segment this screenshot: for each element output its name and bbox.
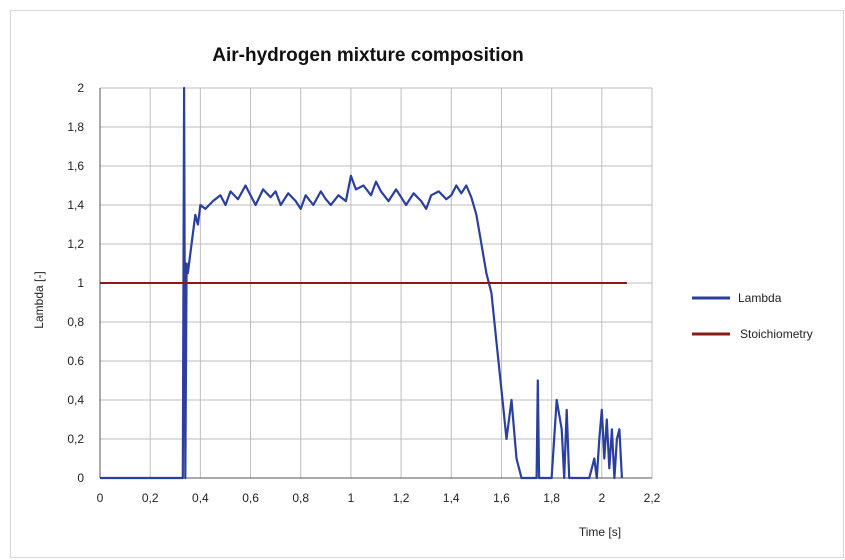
y-tick-label: 1,4 bbox=[67, 198, 84, 212]
x-tick-label: 1,8 bbox=[543, 491, 560, 505]
series-line-lambda bbox=[100, 86, 623, 480]
x-tick-label: 1,6 bbox=[493, 491, 510, 505]
x-tick-label: 0,6 bbox=[242, 491, 259, 505]
x-tick-label: 1,2 bbox=[393, 491, 410, 505]
y-tick-label: 2 bbox=[77, 81, 84, 95]
legend-label-lambda: Lambda bbox=[738, 291, 782, 305]
y-tick-label: 1,6 bbox=[67, 159, 84, 173]
y-tick-label: 0 bbox=[77, 471, 84, 485]
x-tick-label: 0,2 bbox=[142, 491, 159, 505]
y-tick-label: 0,4 bbox=[67, 393, 84, 407]
x-tick-label: 0,8 bbox=[292, 491, 309, 505]
y-tick-label: 0,2 bbox=[67, 432, 84, 446]
x-tick-label: 2,2 bbox=[644, 491, 661, 505]
x-tick-label: 0,4 bbox=[192, 491, 209, 505]
chart-title: Air-hydrogen mixture composition bbox=[212, 45, 523, 66]
axis-layer: 0 0,2 0,4 0,6 0,8 1 1,2 1,4 1,6 1,8 2 2,2 0 0,2 0,4 0.6… bbox=[67, 81, 660, 505]
y-tick-label: 0,8 bbox=[67, 315, 84, 329]
x-axis-label: Time [s] bbox=[579, 525, 621, 539]
y-axis-label: Lambda [-] bbox=[32, 271, 46, 328]
legend-label-stoichiometry: Stoichiometry bbox=[740, 327, 813, 341]
x-tick-label: 1 bbox=[348, 491, 355, 505]
y-tick-label: 0.6 bbox=[67, 354, 84, 368]
x-tick-label: 1,4 bbox=[443, 491, 460, 505]
legend: Lambda Stoichiometry bbox=[692, 291, 813, 341]
y-tick-label: 1,2 bbox=[67, 237, 84, 251]
x-tick-label: 0 bbox=[97, 491, 104, 505]
y-tick-label: 1,8 bbox=[67, 120, 84, 134]
y-tick-label: 1 bbox=[77, 276, 84, 290]
series-layer bbox=[100, 86, 627, 480]
x-tick-label: 2 bbox=[598, 491, 605, 505]
